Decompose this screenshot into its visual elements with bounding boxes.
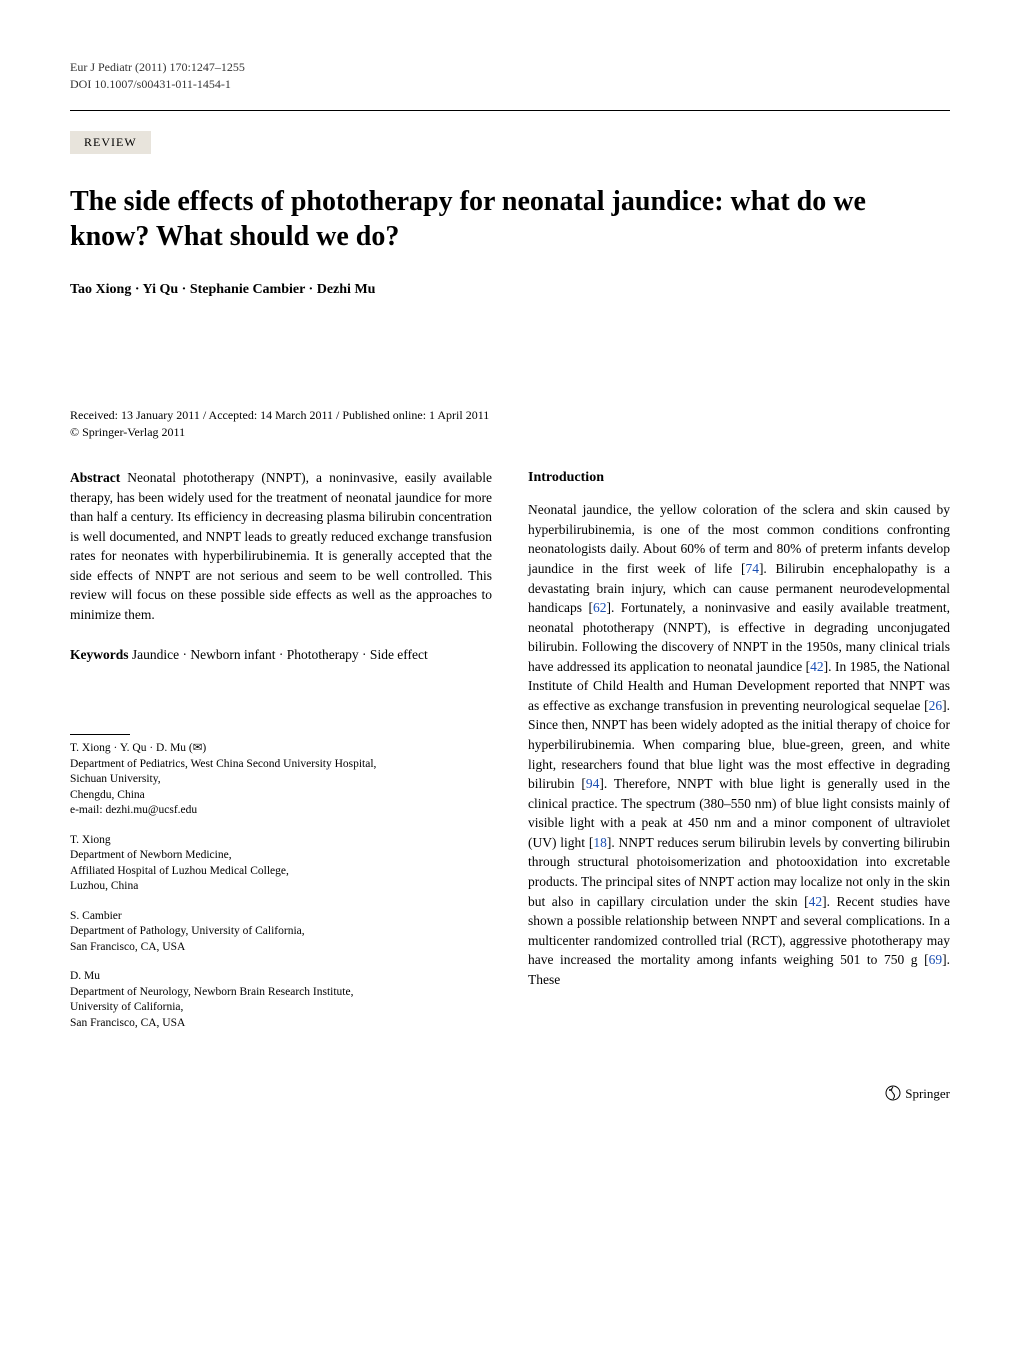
body-columns: Abstract Neonatal phototherapy (NNPT), a… <box>70 468 950 1045</box>
keywords-text: Jaundice · Newborn infant · Phototherapy… <box>129 647 428 662</box>
copyright: © Springer-Verlag 2011 <box>70 425 950 440</box>
author-list: Tao Xiong · Yi Qu · Stephanie Cambier · … <box>70 282 950 298</box>
right-column: Introduction Neonatal jaundice, the yell… <box>528 468 950 1045</box>
abstract: Abstract Neonatal phototherapy (NNPT), a… <box>70 468 492 625</box>
affil-1-line: Sichuan University, <box>70 772 492 788</box>
affil-2-names: T. Xiong <box>70 833 492 849</box>
affil-2-line: Luzhou, China <box>70 879 492 895</box>
affiliation-3: S. Cambier Department of Pathology, Univ… <box>70 909 492 956</box>
affil-rule <box>70 734 130 735</box>
affil-3-names: S. Cambier <box>70 909 492 925</box>
article-dates: Received: 13 January 2011 / Accepted: 14… <box>70 408 950 423</box>
affil-1-email: e-mail: dezhi.mu@ucsf.edu <box>70 803 492 819</box>
affil-3-line: San Francisco, CA, USA <box>70 940 492 956</box>
article-type-badge: REVIEW <box>70 131 151 154</box>
ref-74[interactable]: 74 <box>745 561 759 576</box>
affil-4-line: Department of Neurology, Newborn Brain R… <box>70 985 492 1001</box>
affiliations: T. Xiong · Y. Qu · D. Mu (✉) Department … <box>70 734 492 1031</box>
left-column: Abstract Neonatal phototherapy (NNPT), a… <box>70 468 492 1045</box>
affil-1-names: T. Xiong · Y. Qu · D. Mu (✉) <box>70 741 492 757</box>
introduction-paragraph: Neonatal jaundice, the yellow coloration… <box>528 500 950 989</box>
introduction-heading: Introduction <box>528 468 950 488</box>
affil-4-line: University of California, <box>70 1000 492 1016</box>
keywords: Keywords Jaundice · Newborn infant · Pho… <box>70 645 492 665</box>
footer-brand: Springer <box>905 1086 950 1101</box>
affiliation-4: D. Mu Department of Neurology, Newborn B… <box>70 969 492 1031</box>
keywords-label: Keywords <box>70 647 129 662</box>
abstract-label: Abstract <box>70 470 120 485</box>
springer-logo-icon <box>885 1085 901 1105</box>
top-rule <box>70 110 950 111</box>
abstract-text: Neonatal phototherapy (NNPT), a noninvas… <box>70 470 492 622</box>
affiliation-2: T. Xiong Department of Newborn Medicine,… <box>70 833 492 895</box>
ref-42[interactable]: 42 <box>810 659 824 674</box>
ref-18[interactable]: 18 <box>593 835 607 850</box>
affil-4-line: San Francisco, CA, USA <box>70 1016 492 1032</box>
ref-69[interactable]: 69 <box>929 952 943 967</box>
ref-62[interactable]: 62 <box>593 600 607 615</box>
affil-4-names: D. Mu <box>70 969 492 985</box>
affiliation-1: T. Xiong · Y. Qu · D. Mu (✉) Department … <box>70 741 492 819</box>
affil-1-line: Department of Pediatrics, West China Sec… <box>70 757 492 773</box>
affil-3-line: Department of Pathology, University of C… <box>70 924 492 940</box>
article-type-row: REVIEW <box>70 131 950 154</box>
ref-94[interactable]: 94 <box>586 776 600 791</box>
affil-1-line: Chengdu, China <box>70 788 492 804</box>
ref-26[interactable]: 26 <box>929 698 943 713</box>
doi: DOI 10.1007/s00431-011-1454-1 <box>70 77 950 92</box>
journal-citation: Eur J Pediatr (2011) 170:1247–1255 <box>70 60 950 75</box>
affil-2-line: Affiliated Hospital of Luzhou Medical Co… <box>70 864 492 880</box>
affil-2-line: Department of Newborn Medicine, <box>70 848 492 864</box>
ref-42b[interactable]: 42 <box>809 894 823 909</box>
article-title: The side effects of phototherapy for neo… <box>70 184 950 254</box>
page-footer: Springer <box>70 1085 950 1105</box>
